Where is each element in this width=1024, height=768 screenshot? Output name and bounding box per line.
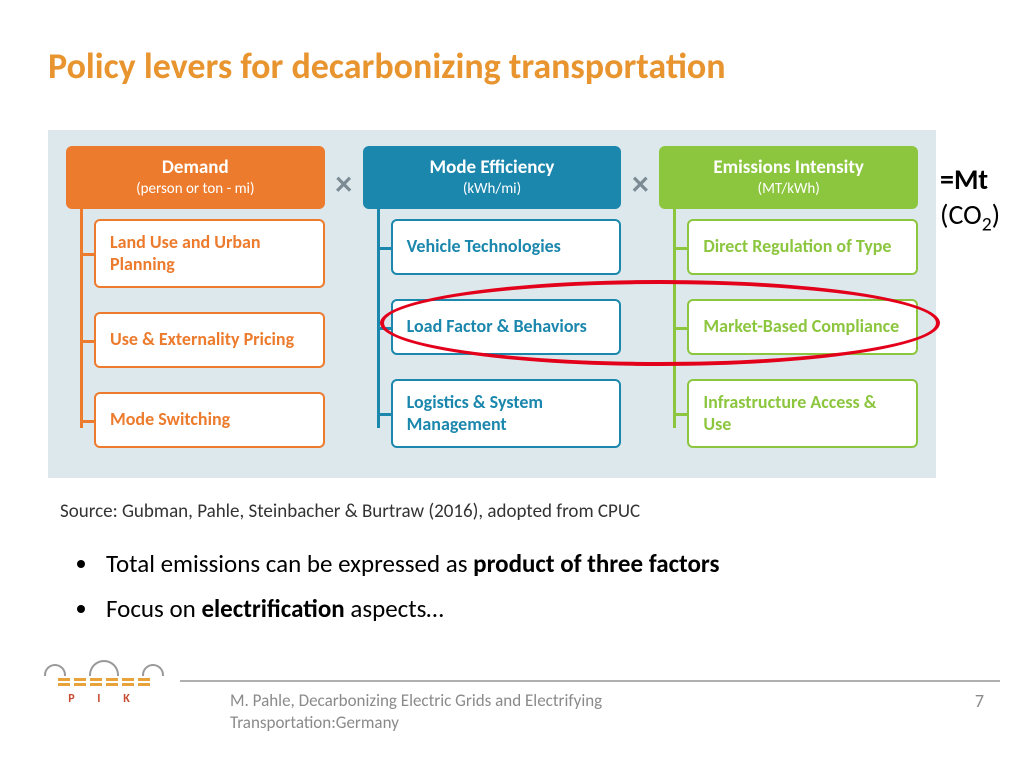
footer-rule [180, 680, 1000, 682]
factor-subtitle: (MT/kWh) [667, 180, 910, 199]
item-connector [379, 247, 393, 250]
multiply-sign: × [621, 146, 659, 458]
policy-item: Direct Regulation of Type [687, 219, 918, 275]
logo-arch [89, 660, 119, 676]
item-connector [675, 247, 689, 250]
result-label: =Mt (CO2) [940, 162, 1024, 237]
multiply-sign: × [325, 146, 363, 458]
item-connector [379, 413, 393, 416]
factor-header: Mode Efficiency(kWh/mi) [363, 146, 622, 209]
policy-item-label: Load Factor & Behaviors [407, 315, 587, 338]
bracket-line [673, 193, 676, 429]
factor-title: Emissions Intensity [667, 156, 910, 180]
policy-item-label: Logistics & System Management [407, 391, 606, 436]
factor-header: Demand(person or ton - mi) [66, 146, 325, 209]
bracket-line [377, 193, 380, 429]
logo-text: P I K [44, 692, 164, 706]
policy-item-label: Mode Switching [110, 408, 230, 431]
logo-arch [44, 664, 66, 676]
bullet-item: Focus on electrification aspects… [100, 593, 719, 624]
factor-header: Emissions Intensity(MT/kWh) [659, 146, 918, 209]
logo-bars [44, 678, 164, 686]
policy-item-label: Infrastructure Access & Use [703, 391, 902, 436]
policy-item-label: Land Use and Urban Planning [110, 231, 309, 276]
item-connector [379, 327, 393, 330]
footer-text: M. Pahle, Decarbonizing Electric Grids a… [230, 690, 770, 734]
policy-levers-diagram: Demand(person or ton - mi) Land Use and U… [48, 130, 936, 478]
factor-column: Demand(person or ton - mi) Land Use and U… [66, 146, 325, 458]
item-connector [675, 413, 689, 416]
policy-item-label: Use & Externality Pricing [110, 328, 294, 351]
factor-title: Demand [74, 156, 317, 180]
slide-title: Policy levers for decarbonizing transpor… [48, 44, 726, 88]
policy-item: Vehicle Technologies [391, 219, 622, 275]
policy-item: Load Factor & Behaviors [391, 299, 622, 355]
logo-arch [142, 664, 164, 676]
factor-column: Emissions Intensity(MT/kWh) Direct Regula… [659, 146, 918, 458]
bullet-list: Total emissions can be expressed as prod… [100, 548, 719, 638]
factor-subtitle: (kWh/mi) [371, 180, 614, 199]
item-connector [675, 327, 689, 330]
factor-title: Mode Efficiency [371, 156, 614, 180]
policy-item-label: Market-Based Compliance [703, 315, 899, 338]
factor-subtitle: (person or ton - mi) [74, 180, 317, 199]
item-connector [82, 253, 96, 256]
factor-column: Mode Efficiency(kWh/mi) Vehicle Technolog… [363, 146, 622, 458]
policy-item: Market-Based Compliance [687, 299, 918, 355]
policy-item: Use & Externality Pricing [94, 312, 325, 368]
policy-item-label: Direct Regulation of Type [703, 235, 891, 258]
item-connector [82, 420, 96, 423]
page-number: 7 [975, 690, 984, 712]
bracket-line [80, 193, 83, 429]
item-connector [82, 340, 96, 343]
result-eqmt: =Mt [940, 162, 988, 197]
pik-logo: P I K [44, 660, 164, 706]
policy-item: Mode Switching [94, 392, 325, 448]
result-co2: (CO2) [940, 197, 1000, 232]
policy-item-label: Vehicle Technologies [407, 235, 561, 258]
source-citation: Source: Gubman, Pahle, Steinbacher & Bur… [60, 500, 640, 523]
policy-item: Logistics & System Management [391, 379, 622, 448]
policy-item: Infrastructure Access & Use [687, 379, 918, 448]
policy-item: Land Use and Urban Planning [94, 219, 325, 288]
bullet-item: Total emissions can be expressed as prod… [100, 548, 719, 579]
